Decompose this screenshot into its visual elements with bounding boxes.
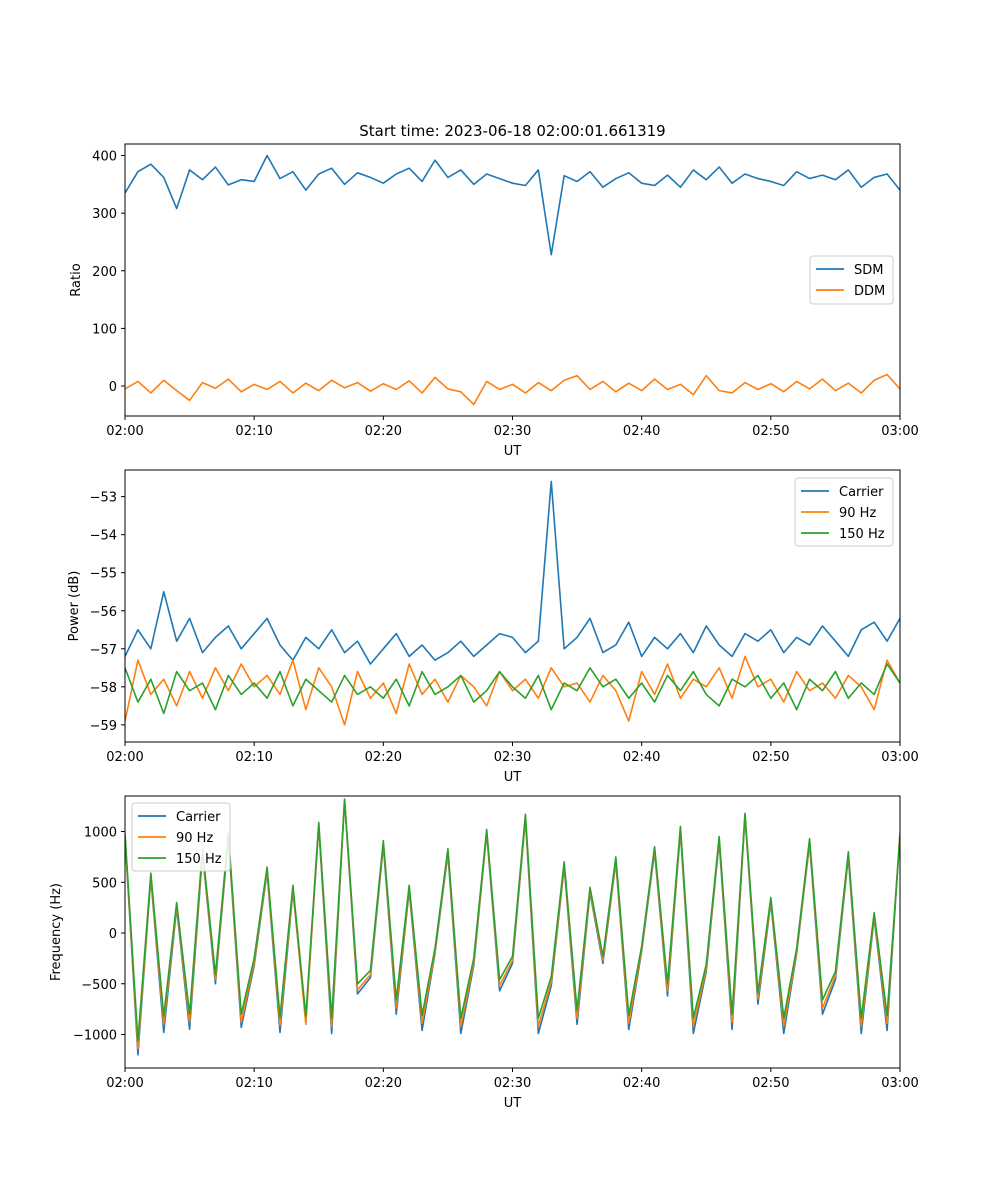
series-line-ddm: [125, 373, 900, 406]
legend-label-ddm: DDM: [854, 284, 885, 299]
series-line-sdm: [125, 154, 900, 256]
x-tick-label: 02:40: [623, 424, 660, 439]
legend-box: [794, 477, 894, 547]
legend: Carrier 90 Hz 150 Hz: [131, 802, 231, 872]
x-axis-label: UT: [504, 444, 522, 459]
x-tick-label: 02:20: [365, 750, 402, 765]
frequency-panel: 02:00 02:10 02:20 02:30 02:40 02:50 03:00 −1000…: [49, 795, 919, 1111]
y-tick-label: −1000: [73, 1029, 117, 1044]
x-tick-label: 02:00: [106, 1076, 143, 1091]
y-tick-label: −58: [90, 681, 117, 696]
ratio-panel: 02:00 02:10 02:20 02:30 02:40 02:50 03:00 0 100 2…: [69, 143, 919, 459]
x-tick-label: 02:40: [623, 750, 660, 765]
x-tick-label: 03:00: [881, 1076, 918, 1091]
y-tick-label: 500: [92, 876, 117, 891]
x-axis-label: UT: [504, 1096, 522, 1111]
x-tick-label: 03:00: [881, 750, 918, 765]
y-tick-label: 200: [92, 265, 117, 280]
series-line-carrier: [125, 480, 900, 665]
y-tick-label: 300: [92, 207, 117, 222]
x-tick-label: 02:50: [752, 750, 789, 765]
legend-label-150-hz: 150 Hz: [176, 852, 222, 867]
x-tick-label: 02:20: [365, 424, 402, 439]
legend-label-90-hz: 90 Hz: [176, 831, 213, 846]
y-tick-label: 100: [92, 322, 117, 337]
y-tick-label: 400: [92, 150, 117, 165]
legend: SDM DDM: [809, 255, 894, 305]
series-line-150-hz: [125, 663, 900, 715]
legend-label-carrier: Carrier: [839, 485, 884, 500]
x-tick-label: 02:10: [235, 750, 272, 765]
x-tick-label: 02:10: [235, 1076, 272, 1091]
x-tick-label: 02:30: [494, 424, 531, 439]
x-axis-label: UT: [504, 770, 522, 785]
x-tick-label: 02:00: [106, 750, 143, 765]
x-tick-label: 03:00: [881, 424, 918, 439]
y-tick-label: −56: [90, 605, 117, 620]
legend-label-90-hz: 90 Hz: [839, 506, 876, 521]
legend: Carrier 90 Hz 150 Hz: [794, 477, 894, 547]
x-tick-label: 02:50: [752, 424, 789, 439]
legend-label-sdm: SDM: [854, 263, 883, 278]
y-tick-label: −53: [90, 491, 117, 506]
x-tick-label: 02:40: [623, 1076, 660, 1091]
series-line-90-hz: [125, 655, 900, 726]
x-tick-label: 02:30: [494, 1076, 531, 1091]
y-tick-label: −54: [90, 529, 117, 544]
x-tick-label: 02:30: [494, 750, 531, 765]
y-tick-label: 0: [109, 380, 117, 395]
y-axis-label: Power (dB): [67, 571, 82, 642]
figure-title: Start time: 2023-06-18 02:00:01.661319: [359, 122, 665, 140]
x-tick-label: 02:00: [106, 424, 143, 439]
y-axis-label: Ratio: [69, 263, 84, 296]
y-tick-label: −57: [90, 643, 117, 658]
y-tick-label: −500: [81, 978, 117, 993]
legend-box: [131, 802, 231, 872]
power-panel: 02:00 02:10 02:20 02:30 02:40 02:50 03:00 −59 −5…: [67, 469, 919, 785]
legend-box: [809, 255, 894, 305]
y-axis-label: Frequency (Hz): [49, 883, 64, 981]
y-tick-label: 0: [109, 927, 117, 942]
legend-label-150-hz: 150 Hz: [839, 527, 885, 542]
x-tick-label: 02:50: [752, 1076, 789, 1091]
x-tick-label: 02:10: [235, 424, 272, 439]
y-tick-label: −55: [90, 567, 117, 582]
legend-label-carrier: Carrier: [176, 810, 221, 825]
x-tick-label: 02:20: [365, 1076, 402, 1091]
y-tick-label: 1000: [84, 826, 117, 841]
series-line-150-hz: [125, 798, 900, 1042]
y-tick-label: −59: [90, 719, 117, 734]
